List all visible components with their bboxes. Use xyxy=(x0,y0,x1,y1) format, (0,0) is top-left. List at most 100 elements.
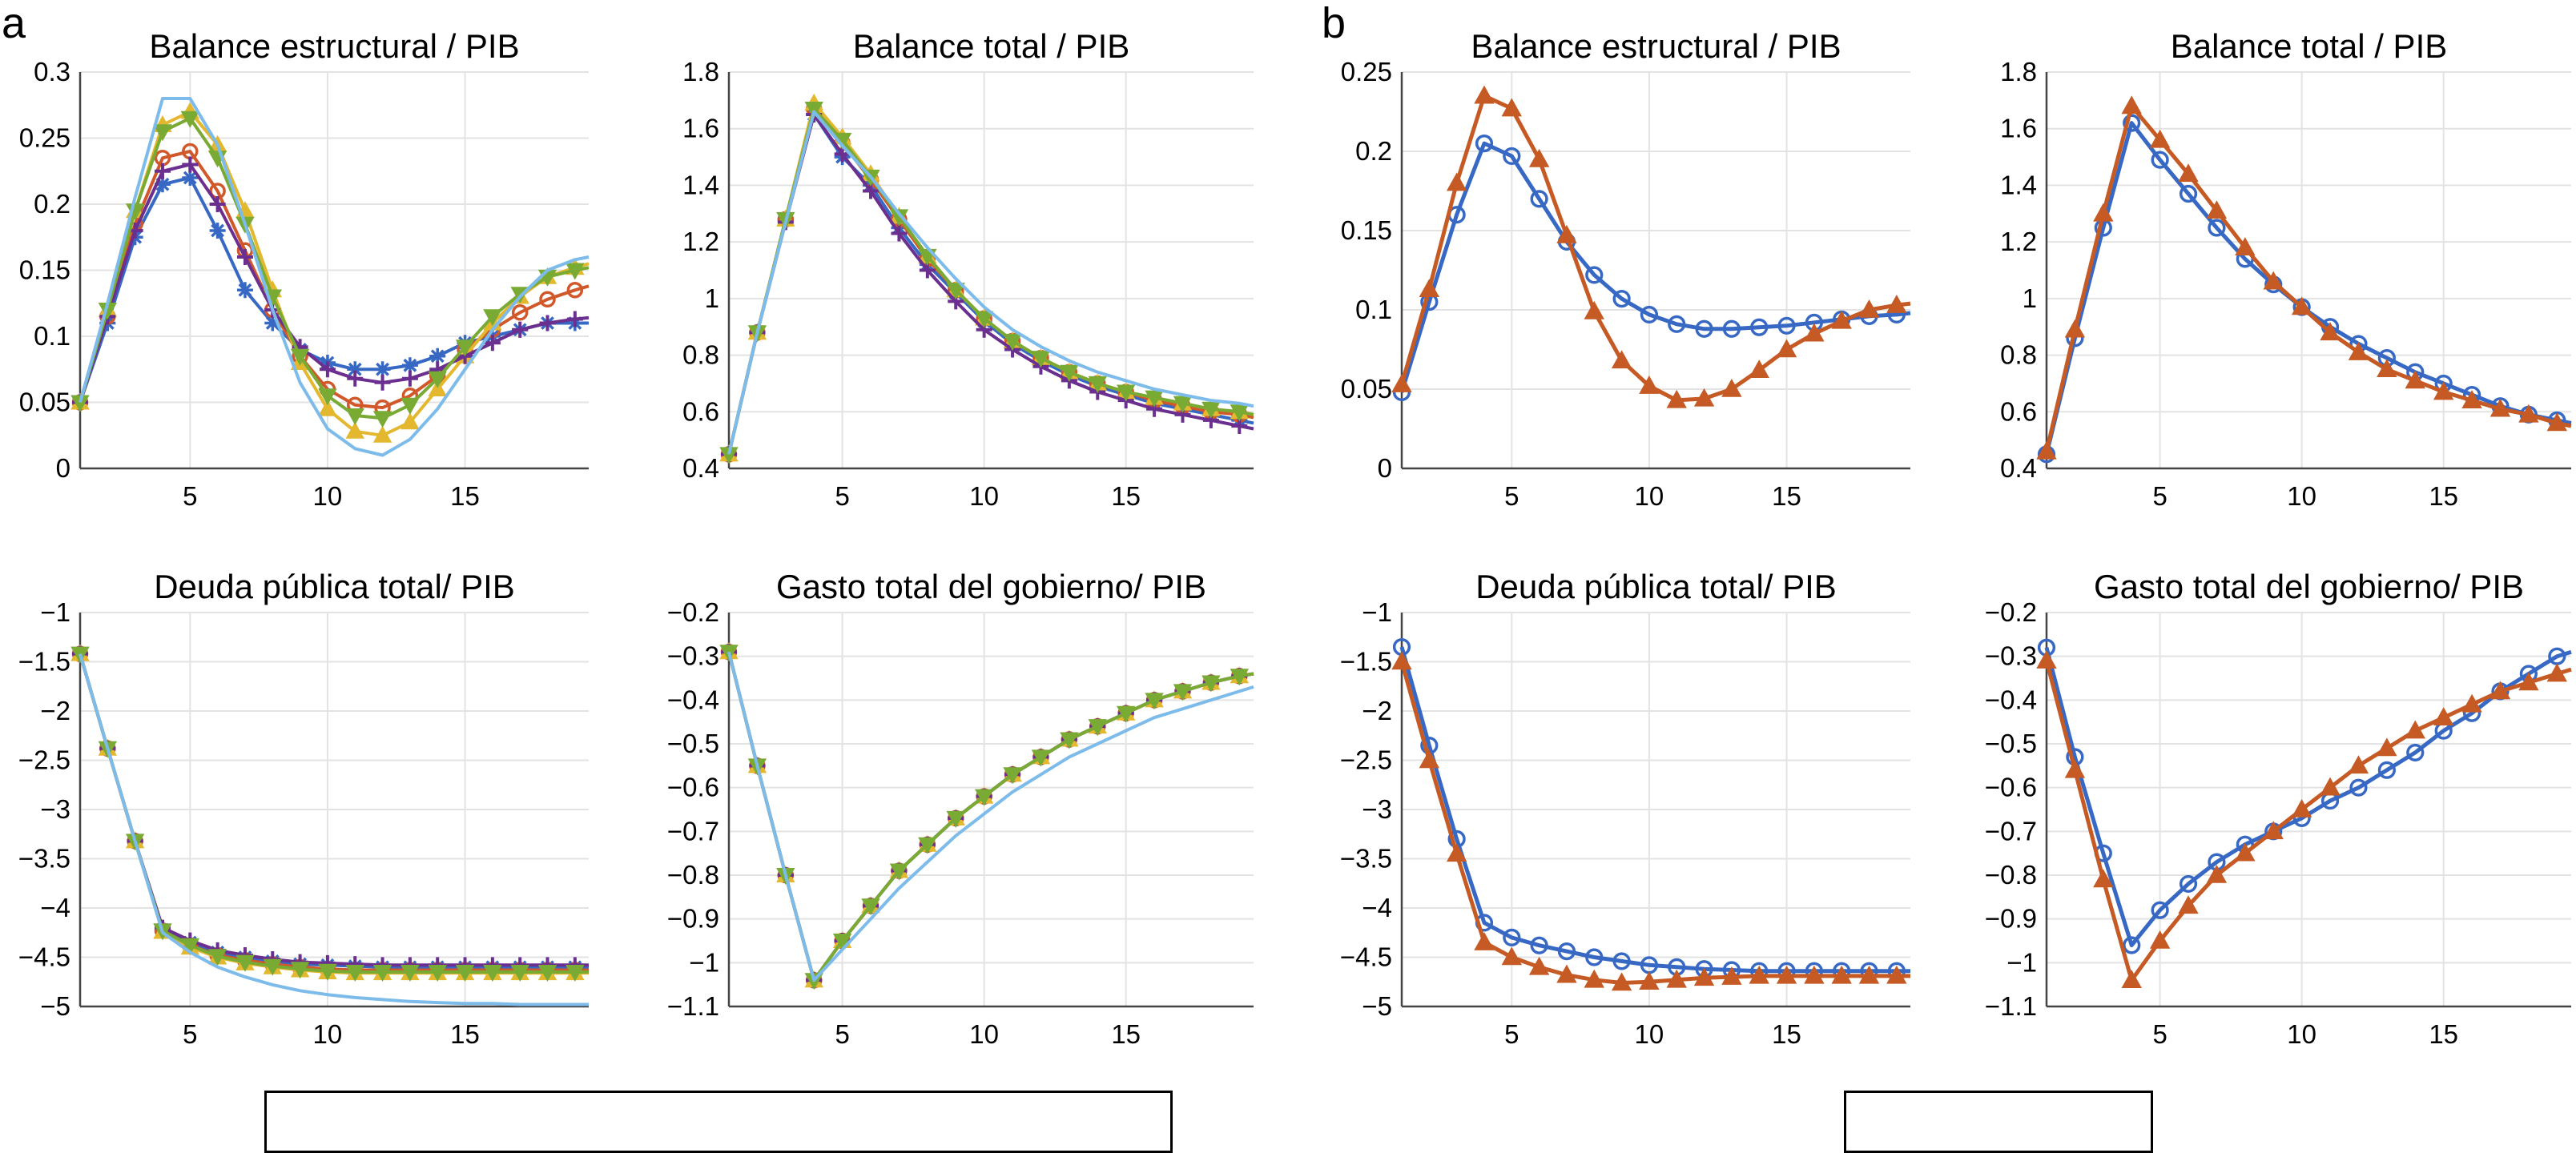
data-point xyxy=(2093,869,2114,888)
data-point xyxy=(236,249,253,265)
y-tick-label: −1.5 xyxy=(18,647,70,677)
data-point xyxy=(1528,148,1550,167)
series-line xyxy=(78,163,590,404)
chart-title: Gasto total del gobierno/ PIB xyxy=(2094,568,2524,605)
data-point xyxy=(180,110,199,128)
data-point xyxy=(2320,777,2341,796)
data-point xyxy=(235,954,255,972)
y-tick-label: −3 xyxy=(1362,794,1392,824)
data-point xyxy=(539,291,556,308)
data-point xyxy=(1831,310,1852,329)
y-tick-label: −3.5 xyxy=(1340,844,1392,874)
data-point xyxy=(1145,693,1164,710)
data-point xyxy=(1556,964,1577,983)
data-point xyxy=(1419,279,1440,298)
data-point xyxy=(347,370,364,387)
data-point xyxy=(2489,398,2511,417)
data-point xyxy=(2121,95,2142,114)
y-tick-label: −0.6 xyxy=(1985,773,2037,802)
y-tick-label: 0.2 xyxy=(1355,136,1392,166)
y-tick-label: −1 xyxy=(2006,947,2037,977)
data-point xyxy=(2235,237,2256,256)
data-point xyxy=(2546,663,2567,682)
y-tick-label: 0 xyxy=(1378,453,1392,483)
y-tick-label: −1 xyxy=(1362,597,1392,627)
series-line xyxy=(727,651,1254,982)
series-line xyxy=(727,651,1254,982)
data-point xyxy=(182,156,199,173)
y-tick-label: −0.2 xyxy=(1985,597,2037,627)
series-line xyxy=(727,651,1254,982)
data-point xyxy=(372,964,392,982)
x-tick-label: 5 xyxy=(2152,481,2167,511)
series-1 xyxy=(72,645,589,975)
series-6 xyxy=(78,653,589,1006)
series-1 xyxy=(2037,114,2572,464)
x-tick-label: 15 xyxy=(1111,481,1141,511)
data-point xyxy=(2263,271,2284,290)
data-point xyxy=(1003,333,1022,351)
data-point xyxy=(1503,147,1521,166)
data-point xyxy=(2208,219,2226,237)
y-tick-label: 1 xyxy=(2023,283,2037,313)
x-tick-label: 5 xyxy=(183,481,197,511)
series-line xyxy=(727,651,1254,982)
chart-panel-8: 5 10 15 −1.1 −1 −0.9 −0.8 −0.7 −0.6 −0.5 −0.4 −0.3 −… xyxy=(1985,568,2572,1049)
y-tick-label: −0.7 xyxy=(667,816,719,846)
data-point xyxy=(1666,969,1687,988)
y-tick-label: 0.1 xyxy=(34,321,70,351)
data-point xyxy=(428,964,447,982)
series-line xyxy=(78,150,590,410)
data-point xyxy=(318,388,337,406)
series-2 xyxy=(2036,95,2572,460)
chart-panel-5: 5 10 15 0 0.05 0.1 0.15 0.2 0.25 Balance estructu… xyxy=(1341,27,1911,511)
data-point xyxy=(1695,319,1713,338)
y-tick-label: 0.8 xyxy=(2000,340,2037,370)
data-point xyxy=(2121,970,2142,988)
data-point xyxy=(974,311,994,328)
series-line xyxy=(78,97,590,457)
data-point xyxy=(2433,381,2454,400)
data-point xyxy=(2123,936,2141,954)
series-1 xyxy=(1392,135,1911,402)
data-point xyxy=(1391,374,1412,392)
data-point xyxy=(372,425,392,443)
data-point xyxy=(2406,743,2425,762)
y-tick-label: −5 xyxy=(40,991,70,1021)
y-tick-label: −4.5 xyxy=(18,942,70,972)
data-point xyxy=(2235,842,2256,862)
data-point xyxy=(511,304,529,321)
series-1 xyxy=(72,170,589,411)
y-tick-label: −2 xyxy=(40,696,70,725)
x-tick-label: 5 xyxy=(835,481,849,511)
data-point xyxy=(484,335,501,352)
data-point xyxy=(264,315,281,331)
y-tick-label: 0.05 xyxy=(19,388,70,417)
data-point xyxy=(1721,378,1742,397)
y-tick-label: 1 xyxy=(705,283,719,313)
data-point xyxy=(2377,359,2397,378)
data-point xyxy=(2149,129,2171,148)
data-point xyxy=(2546,412,2567,432)
y-tick-label: 0.3 xyxy=(34,57,70,86)
data-point xyxy=(1611,350,1632,369)
data-point xyxy=(2348,755,2369,774)
data-point xyxy=(1750,318,1769,336)
x-tick-label: 5 xyxy=(183,1019,197,1049)
data-point xyxy=(2291,296,2312,315)
data-point xyxy=(290,348,310,366)
data-point xyxy=(804,101,823,119)
data-point xyxy=(1530,936,1548,954)
data-point xyxy=(1116,705,1136,723)
series-3 xyxy=(70,644,589,981)
data-point xyxy=(2433,707,2454,725)
data-point xyxy=(401,370,418,387)
y-tick-label: −0.3 xyxy=(667,641,719,671)
data-point xyxy=(1060,364,1079,382)
y-tick-label: −0.5 xyxy=(667,729,719,758)
data-point xyxy=(1419,749,1440,769)
x-tick-label: 5 xyxy=(1504,481,1519,511)
data-point xyxy=(400,397,420,415)
y-tick-label: −2.5 xyxy=(18,745,70,775)
data-point xyxy=(566,964,585,982)
